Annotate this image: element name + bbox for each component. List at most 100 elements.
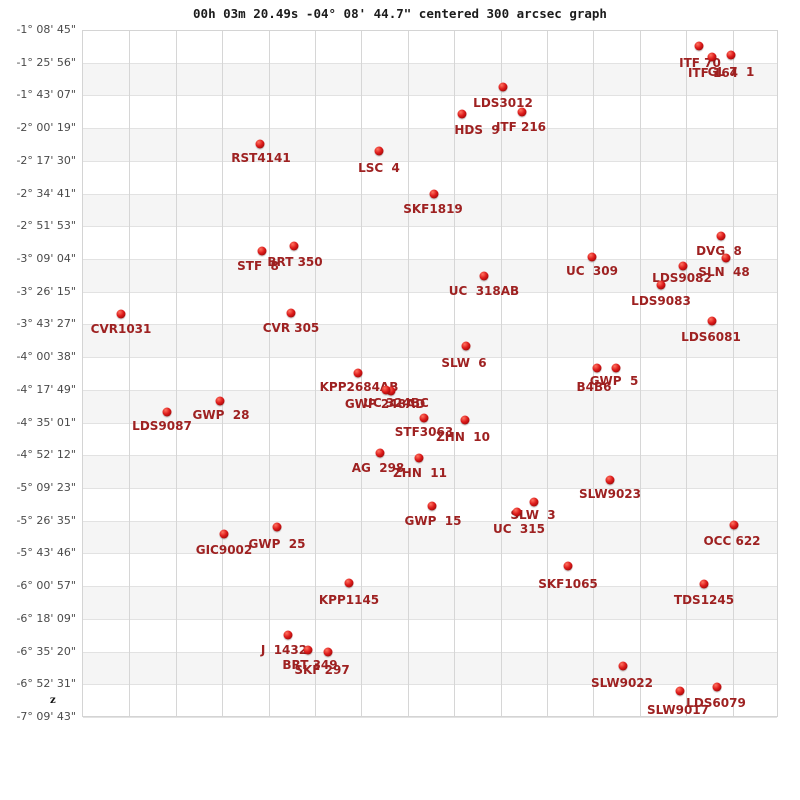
star-point[interactable]	[716, 231, 726, 241]
star-point[interactable]	[289, 241, 299, 251]
grid-row	[83, 293, 777, 326]
star-label: LDS6081	[681, 330, 741, 344]
star-point[interactable]	[219, 529, 229, 539]
star-point[interactable]	[726, 50, 736, 60]
star-point[interactable]	[707, 316, 717, 326]
star-point[interactable]	[116, 309, 126, 319]
star-label: SLW9022	[591, 676, 653, 690]
gridline-vertical	[454, 31, 456, 716]
star-point[interactable]	[283, 630, 293, 640]
star-point[interactable]	[479, 271, 489, 281]
star-label: LDS9082	[652, 271, 712, 285]
y-tick-label: -1° 25' 56"	[16, 55, 76, 69]
star-point[interactable]	[215, 396, 225, 406]
star-label: SLN 48	[698, 265, 750, 279]
star-point[interactable]	[286, 308, 296, 318]
star-point[interactable]	[419, 413, 429, 423]
star-point[interactable]	[323, 647, 333, 657]
star-point[interactable]	[255, 139, 265, 149]
star-point[interactable]	[498, 82, 508, 92]
grid-row	[83, 685, 777, 718]
star-point[interactable]	[414, 453, 424, 463]
y-tick-label: -5° 26' 35"	[16, 513, 76, 527]
star-label: HDS 9	[454, 123, 500, 137]
star-point[interactable]	[729, 520, 739, 530]
y-tick-label: -2° 17' 30"	[16, 153, 76, 167]
y-tick-label: -5° 09' 23"	[16, 481, 76, 494]
star-point[interactable]	[353, 368, 363, 378]
gridline-vertical	[500, 31, 502, 716]
star-label: ITF 164	[687, 66, 739, 80]
gridline-vertical	[732, 31, 734, 716]
star-point[interactable]	[529, 497, 539, 507]
grid-row	[83, 162, 777, 195]
star-point[interactable]	[563, 561, 573, 571]
grid-row	[83, 63, 777, 97]
star-label: BRT 350	[267, 255, 323, 269]
star-point[interactable]	[712, 682, 722, 692]
star-point[interactable]	[303, 645, 313, 655]
grid-row	[83, 194, 777, 228]
star-label: SLW9017	[647, 703, 709, 717]
star-point[interactable]	[694, 41, 704, 51]
star-point[interactable]	[457, 109, 467, 119]
grid-row	[83, 227, 777, 260]
grid-row	[83, 390, 777, 424]
star-point[interactable]	[678, 261, 688, 271]
gridline-vertical	[315, 31, 316, 716]
star-point[interactable]	[344, 578, 354, 588]
star-label: GWP 15	[404, 514, 462, 528]
star-label: SKF1819	[403, 202, 463, 216]
star-label: ZHN 11	[393, 466, 447, 480]
star-label: STF3063	[394, 425, 454, 439]
star-label: LDS9087	[132, 419, 192, 433]
grid-row	[83, 456, 777, 489]
star-point[interactable]	[656, 280, 666, 290]
gridline-vertical	[686, 31, 688, 716]
star-label: B4B6	[576, 380, 612, 394]
star-point[interactable]	[618, 661, 628, 671]
y-tick-label: -4° 52' 12"	[16, 448, 76, 462]
y-tick-label: -5° 43' 46"	[16, 546, 76, 560]
star-label: LSC 4	[358, 161, 400, 175]
star-label: DVG 8	[696, 244, 742, 258]
star-point[interactable]	[375, 448, 385, 458]
star-point[interactable]	[675, 686, 685, 696]
star-point[interactable]	[587, 252, 597, 262]
star-label: SKF 297	[294, 663, 350, 677]
star-point[interactable]	[460, 415, 470, 425]
star-label: SLW9023	[579, 487, 641, 501]
star-point[interactable]	[721, 253, 731, 263]
star-label: SKF1065	[538, 577, 598, 591]
star-point[interactable]	[699, 579, 709, 589]
star-label: ZHN 10	[436, 430, 490, 444]
star-point[interactable]	[257, 246, 267, 256]
star-label: GWP 248AD	[344, 397, 426, 411]
gridline-vertical	[175, 31, 177, 716]
star-point[interactable]	[605, 475, 615, 485]
star-point[interactable]	[461, 341, 471, 351]
star-point[interactable]	[381, 385, 391, 395]
star-point[interactable]	[272, 522, 282, 532]
grid-row	[83, 96, 777, 130]
star-point[interactable]	[707, 52, 717, 62]
y-tick-label: -6° 35' 20"	[16, 644, 76, 658]
y-tick-label: -4° 35' 01"	[16, 415, 76, 429]
star-label: UC 309	[566, 264, 618, 278]
star-label: UC 324BC	[363, 396, 429, 410]
star-point[interactable]	[592, 363, 602, 373]
star-point[interactable]	[386, 386, 396, 396]
grid-row	[83, 424, 777, 457]
star-point[interactable]	[427, 501, 437, 511]
star-point[interactable]	[611, 363, 621, 373]
star-label: KPP1145	[318, 593, 380, 607]
star-point[interactable]	[517, 107, 527, 117]
star-point[interactable]	[162, 407, 172, 417]
y-tick-label: -6° 18' 09"	[16, 611, 76, 625]
y-tick-label: -3° 09' 04"	[16, 252, 76, 265]
star-point[interactable]	[429, 189, 439, 199]
y-tick-label: -3° 43' 27"	[16, 317, 76, 331]
star-point[interactable]	[512, 507, 522, 517]
star-point[interactable]	[374, 146, 384, 156]
